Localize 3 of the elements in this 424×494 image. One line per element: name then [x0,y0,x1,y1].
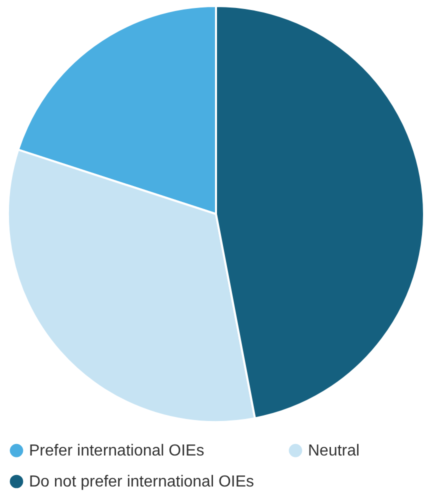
legend-label: Do not prefer international OIEs [29,474,254,490]
legend-label: Neutral [308,442,360,460]
legend-label: Prefer international OIEs [29,442,204,460]
